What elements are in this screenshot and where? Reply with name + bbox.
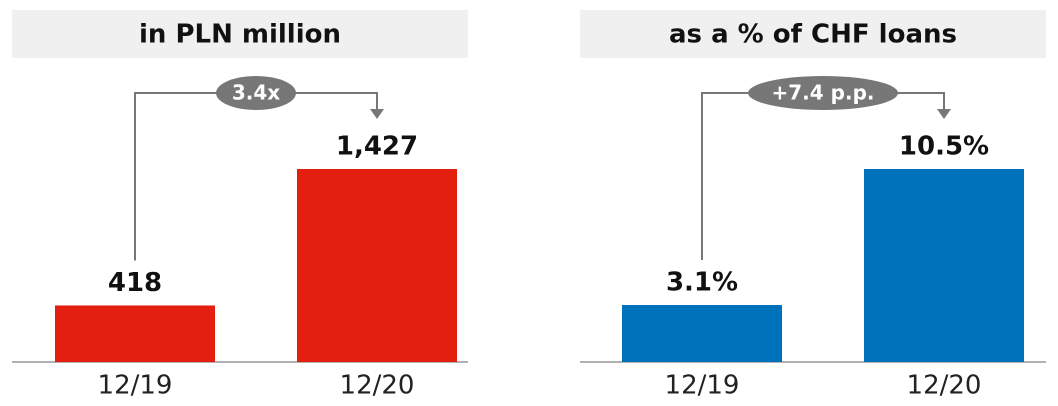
value-label: 10.5%	[899, 132, 989, 162]
annotation-badge	[216, 76, 296, 110]
arrow-head	[937, 109, 951, 119]
annotation: 3.4x	[232, 81, 280, 105]
x-tick-label: 12/20	[907, 371, 982, 401]
value-label: 418	[108, 268, 162, 298]
annotation-badge	[748, 76, 898, 110]
arrow-head	[370, 109, 384, 119]
x-tick-label: 12/19	[98, 371, 173, 401]
value-label: 3.1%	[666, 268, 738, 298]
bar	[622, 305, 782, 362]
chart-title: as a % of CHF loans	[669, 20, 957, 50]
bar	[864, 169, 1024, 362]
chart-title: in PLN million	[139, 20, 341, 50]
title-band	[12, 10, 468, 58]
x-tick-label: 12/20	[340, 371, 415, 401]
title-band	[580, 10, 1046, 58]
annotation: +7.4 p.p.	[772, 81, 875, 105]
x-tick-label: 12/19	[665, 371, 740, 401]
bar	[297, 169, 457, 362]
bar	[55, 305, 215, 362]
value-label: 1,427	[336, 132, 418, 162]
